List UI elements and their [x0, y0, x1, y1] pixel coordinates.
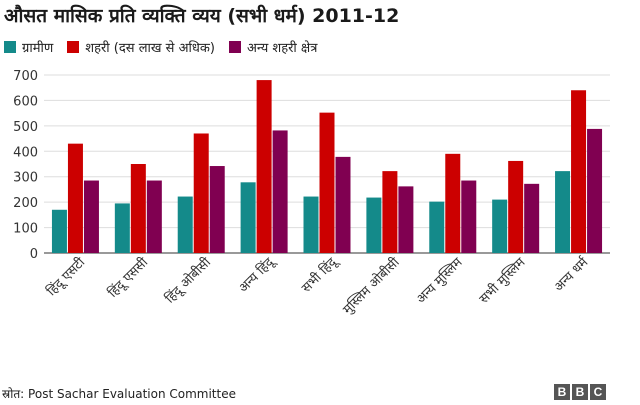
x-tick-label: हिंदू एसटी	[44, 254, 89, 299]
bar	[382, 171, 398, 253]
x-tick-label: अन्य हिंदू	[235, 253, 278, 296]
legend-item-rural: ग्रामीण	[4, 38, 53, 56]
y-tick-label: 500	[13, 120, 38, 135]
bar	[256, 80, 272, 253]
bbc-logo-block: B	[572, 384, 588, 400]
bar	[193, 133, 209, 253]
bar	[508, 160, 524, 253]
y-tick-label: 700	[13, 69, 38, 84]
y-tick-label: 0	[30, 247, 38, 262]
bar	[51, 209, 67, 253]
bar	[524, 183, 540, 253]
bar	[177, 196, 193, 253]
y-tick-label: 200	[13, 196, 38, 211]
chart-title: औसत मासिक प्रति व्यक्ति व्यय (सभी धर्म) …	[4, 5, 400, 27]
y-tick-label: 600	[13, 94, 38, 109]
bar	[209, 166, 225, 253]
x-tick-label: मुस्लिम ओबीसी	[340, 254, 403, 317]
y-tick-label: 300	[13, 171, 38, 186]
bbc-logo: B B C	[554, 384, 606, 400]
x-tick-label: हिंदू ओबीसी	[162, 254, 214, 306]
bar	[83, 180, 99, 253]
legend-label-urban-million: शहरी (दस लाख से अधिक)	[85, 41, 215, 56]
bar	[319, 112, 335, 254]
bar	[240, 182, 256, 253]
legend-swatch-urban-million	[67, 41, 80, 53]
bar	[461, 180, 477, 253]
y-tick-label: 100	[13, 222, 38, 237]
y-tick-label: 400	[13, 145, 38, 160]
legend-label-rural: ग्रामीण	[22, 41, 54, 56]
bar	[555, 171, 571, 253]
chart-legend: ग्रामीण शहरी (दस लाख से अधिक) अन्य शहरी …	[4, 37, 331, 57]
bar	[335, 156, 351, 253]
bbc-logo-block: C	[590, 384, 606, 400]
x-tick-label: हिंदू एससी	[105, 254, 152, 301]
bar	[146, 180, 162, 253]
bar	[571, 90, 587, 253]
bar	[492, 199, 508, 253]
x-tick-label: सभी हिंदू	[298, 253, 341, 296]
legend-label-other-urban: अन्य शहरी क्षेत्र	[246, 41, 318, 56]
bbc-logo-block: B	[554, 384, 570, 400]
x-tick-label: अन्य मुस्लिम	[413, 254, 466, 307]
x-tick-label: सभी मुस्लिम	[476, 254, 529, 307]
legend-item-other-urban: अन्य शहरी क्षेत्र	[228, 38, 318, 56]
bar	[303, 196, 319, 253]
source-note: स्रोत: Post Sachar Evaluation Committee	[2, 387, 236, 401]
bar	[398, 186, 414, 253]
bar	[114, 203, 130, 253]
bar	[429, 201, 445, 253]
legend-item-urban-million: शहरी (दस लाख से अधिक)	[67, 38, 215, 56]
legend-swatch-rural	[4, 41, 16, 53]
bar	[272, 130, 288, 253]
bar	[366, 197, 382, 253]
bar	[67, 143, 83, 253]
bar	[587, 128, 603, 253]
bar	[130, 164, 146, 253]
bar-chart: 0 100 200 300 400 500 600 700 हिंदू एसटी हिंदू एस…	[13, 69, 610, 318]
x-tick-label: अन्य धर्म	[551, 254, 592, 295]
bar	[445, 153, 461, 253]
legend-swatch-other-urban	[228, 41, 241, 53]
